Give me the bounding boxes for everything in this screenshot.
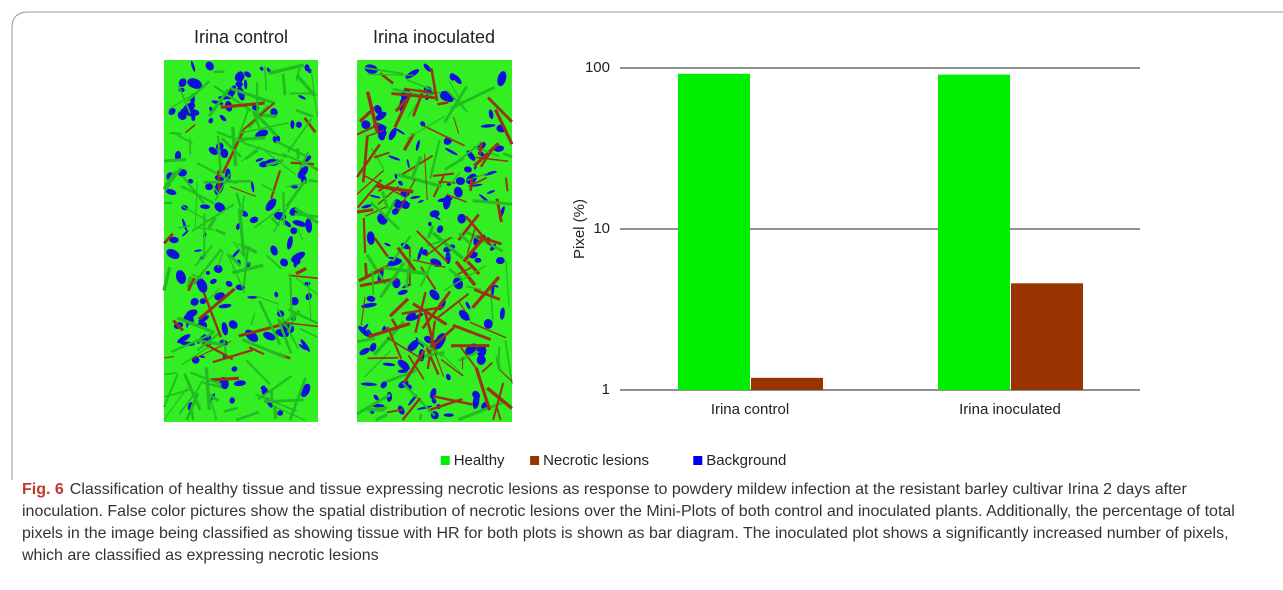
texture (204, 181, 251, 182)
legend-label: Healthy (454, 452, 505, 469)
legend-swatch (693, 456, 702, 465)
false-color-images (164, 60, 512, 422)
legend-swatch (530, 456, 539, 465)
texture (210, 378, 238, 380)
legend-label: Necrotic lesions (543, 452, 649, 469)
bar (938, 75, 1010, 390)
texture (372, 271, 373, 295)
chart: Irina control Irina inoculated Pixel (%)… (0, 0, 1283, 480)
caption: Fig. 6Classification of healthy tissue a… (22, 479, 1272, 567)
texture (471, 178, 472, 191)
texture (241, 138, 266, 140)
texture (170, 133, 181, 134)
y-tick-label: 10 (593, 220, 610, 237)
bar (678, 74, 750, 390)
x-tick-label: Irina inoculated (959, 401, 1061, 418)
texture (420, 414, 421, 420)
y-tick-label: 100 (585, 59, 610, 76)
legend-label: Background (706, 452, 786, 469)
texture (368, 358, 399, 359)
texture (283, 74, 285, 96)
y-tick-label: 1 (602, 381, 610, 398)
x-tick-label: Irina control (711, 401, 789, 418)
texture (192, 411, 193, 420)
image-label: Irina control (194, 27, 288, 47)
texture (428, 222, 432, 226)
image-label: Irina inoculated (373, 27, 495, 47)
bar (1011, 283, 1083, 390)
caption-text: Classification of healthy tissue and tis… (22, 481, 1235, 564)
texture (283, 192, 284, 225)
texture (364, 218, 365, 253)
texture (190, 139, 191, 155)
figure: Irina control Irina inoculated Pixel (%)… (0, 0, 1283, 590)
texture (247, 296, 257, 299)
texture (164, 159, 186, 161)
texture (365, 263, 366, 277)
caption-label: Fig. 6 (22, 481, 64, 498)
y-axis-label: Pixel (%) (571, 199, 588, 259)
bar (751, 378, 823, 390)
texture (275, 405, 276, 418)
legend-swatch (441, 456, 450, 465)
texture (438, 102, 449, 104)
texture (298, 149, 299, 159)
texture (475, 258, 482, 263)
